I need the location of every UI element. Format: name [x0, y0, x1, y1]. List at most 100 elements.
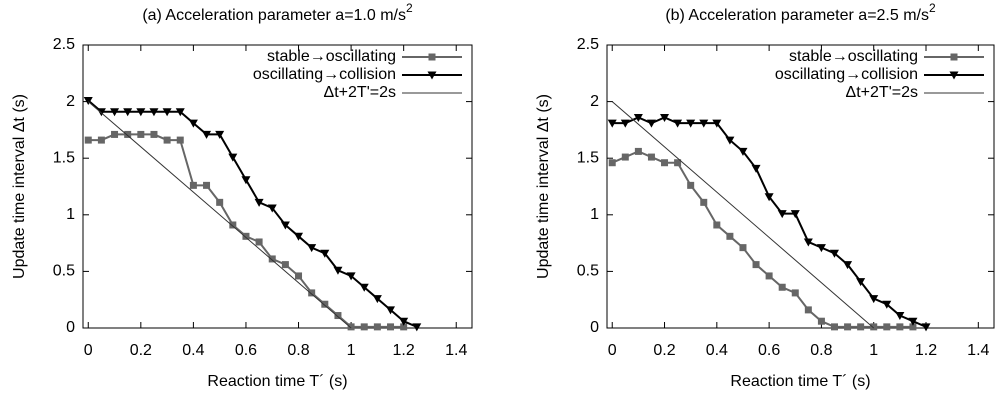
marker [175, 108, 185, 117]
marker [267, 204, 277, 213]
marker [412, 323, 422, 332]
marker [97, 136, 105, 144]
x-tick-label: 1.2 [915, 342, 937, 359]
marker [373, 323, 381, 331]
series-line [611, 150, 913, 328]
marker [607, 119, 617, 128]
legend-label: Δt+2T'=2s [324, 84, 396, 101]
x-tick-label: 1.2 [393, 342, 415, 359]
marker [778, 283, 786, 291]
marker [647, 153, 655, 161]
marker [804, 306, 812, 314]
marker [908, 317, 918, 326]
marker [751, 164, 761, 173]
marker [909, 323, 917, 331]
marker [674, 159, 682, 167]
y-tick-label: 0 [66, 319, 75, 336]
x-tick-label: 1 [347, 342, 356, 359]
marker [163, 136, 171, 144]
marker [620, 119, 630, 128]
marker [790, 210, 800, 219]
marker [921, 323, 931, 332]
marker [202, 130, 212, 139]
x-tick-label: 0 [608, 342, 617, 359]
marker [111, 130, 119, 138]
marker [428, 53, 436, 61]
marker [400, 323, 408, 331]
marker [739, 244, 747, 252]
marker [817, 317, 825, 325]
marker [621, 153, 629, 161]
marker [765, 272, 773, 280]
y-tick-label: 1.5 [577, 149, 599, 166]
marker [84, 136, 92, 144]
marker [882, 300, 892, 309]
x-tick-label: 0.8 [810, 342, 832, 359]
marker [870, 323, 878, 331]
marker [661, 159, 669, 167]
marker [307, 244, 317, 253]
marker [856, 278, 866, 287]
marker [386, 306, 396, 315]
x-tick-label: 0.4 [182, 342, 204, 359]
marker [308, 289, 316, 297]
marker [124, 130, 132, 138]
marker [608, 159, 616, 167]
marker [281, 261, 289, 269]
marker [254, 198, 264, 207]
marker [895, 312, 905, 321]
marker [216, 198, 224, 206]
marker [255, 238, 263, 246]
plot-frame [606, 44, 995, 329]
marker [189, 181, 197, 189]
legend-label: Δt+2T'=2s [846, 84, 918, 101]
marker [320, 249, 330, 258]
marker [725, 136, 735, 145]
y-tick-label: 0.5 [53, 263, 75, 280]
title-text: (a) Acceleration parameter a=1.0 m/s [142, 7, 406, 24]
marker [738, 147, 748, 156]
marker [803, 238, 813, 247]
marker [294, 232, 304, 241]
marker [399, 317, 409, 326]
marker [857, 323, 865, 331]
x-axis-label: Reaction time T´ (s) [207, 373, 347, 390]
marker [228, 153, 238, 162]
marker [700, 198, 708, 206]
series-line [612, 116, 927, 328]
legend-label: oscillating→collision [775, 66, 918, 83]
series-line [87, 101, 352, 329]
marker [633, 113, 643, 122]
y-tick-label: 2.5 [577, 36, 599, 53]
x-tick-label: 0.2 [653, 342, 675, 359]
marker [123, 108, 133, 117]
marker [176, 136, 184, 144]
marker [869, 295, 879, 304]
y-tick-label: 1 [590, 206, 599, 223]
marker [660, 113, 670, 122]
marker [634, 147, 642, 155]
marker [346, 272, 356, 281]
title-superscript: 2 [929, 1, 936, 15]
y-tick-label: 1 [66, 206, 75, 223]
marker [843, 261, 853, 270]
y-tick-label: 0 [590, 319, 599, 336]
legend-label: stable→oscillating [267, 48, 396, 65]
marker [359, 283, 369, 292]
x-tick-label: 0.8 [287, 342, 309, 359]
y-tick-label: 0.5 [577, 263, 599, 280]
legend-label: oscillating→collision [253, 66, 396, 83]
series-line [611, 101, 875, 329]
marker [829, 249, 839, 258]
marker [372, 295, 382, 304]
marker [950, 53, 958, 61]
x-tick-label: 1.4 [967, 342, 989, 359]
x-tick-label: 1.4 [445, 342, 467, 359]
marker [110, 108, 120, 117]
marker [136, 108, 146, 117]
x-tick-label: 0.4 [706, 342, 728, 359]
legend-label: stable→oscillating [789, 48, 918, 65]
marker [752, 261, 760, 269]
marker [229, 221, 237, 229]
